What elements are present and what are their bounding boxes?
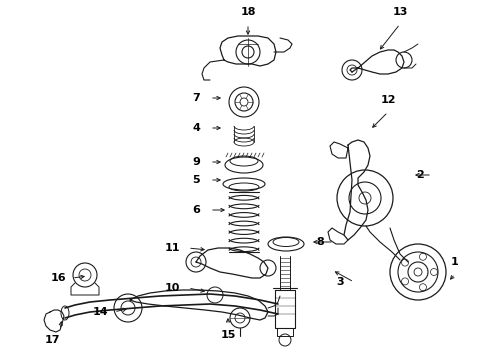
- Text: 12: 12: [380, 95, 396, 105]
- Text: 4: 4: [192, 123, 200, 133]
- Text: 7: 7: [192, 93, 200, 103]
- Text: 6: 6: [192, 205, 200, 215]
- Text: 5: 5: [192, 175, 200, 185]
- Text: 10: 10: [164, 283, 180, 293]
- Text: 15: 15: [220, 330, 236, 340]
- Text: 2: 2: [416, 170, 424, 180]
- Text: 17: 17: [44, 335, 60, 345]
- Text: 13: 13: [392, 7, 408, 17]
- Text: 14: 14: [92, 307, 108, 317]
- Text: 11: 11: [164, 243, 180, 253]
- Text: 8: 8: [316, 237, 324, 247]
- Text: 3: 3: [336, 277, 344, 287]
- Text: 18: 18: [240, 7, 256, 17]
- Text: 9: 9: [192, 157, 200, 167]
- Text: 1: 1: [451, 257, 459, 267]
- Text: 16: 16: [50, 273, 66, 283]
